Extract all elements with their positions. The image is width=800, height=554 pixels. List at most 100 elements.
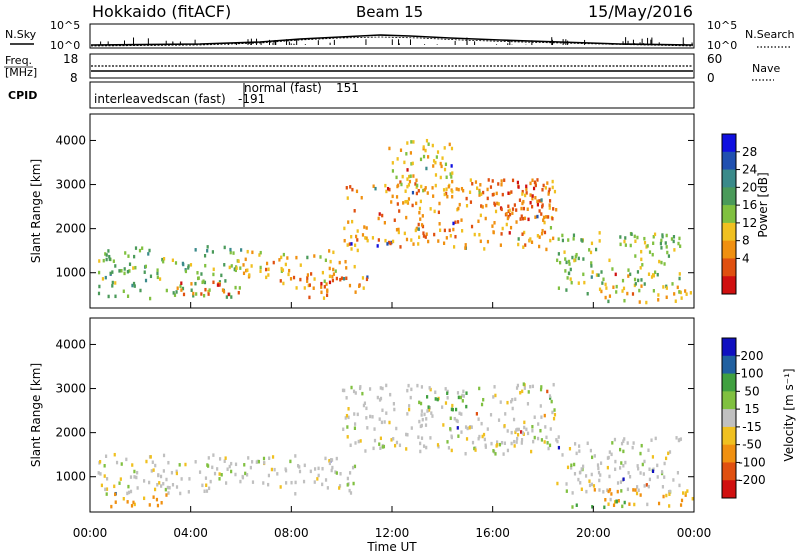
heatmap-cell [262, 481, 265, 485]
y-tick-label: 3000 [55, 178, 86, 192]
heatmap-cell [590, 482, 594, 487]
heatmap-cell [578, 470, 582, 475]
heatmap-cell [211, 465, 214, 470]
heatmap-cell [414, 182, 417, 186]
heatmap-cell [241, 475, 245, 480]
heatmap-cell [552, 236, 555, 241]
heatmap-cell [135, 475, 138, 480]
heatmap-cell [678, 276, 681, 281]
heatmap-cell [144, 264, 147, 269]
heatmap-cell [184, 269, 188, 274]
heatmap-cell [105, 487, 109, 491]
heatmap-cell [635, 491, 639, 496]
heatmap-cell [170, 470, 174, 475]
heatmap-cell [640, 249, 643, 254]
colorbar-segment [722, 276, 736, 295]
heatmap-cell [615, 284, 618, 289]
heatmap-cell [303, 286, 306, 290]
heatmap-cell [508, 231, 511, 235]
heatmap-cell [218, 280, 222, 284]
heatmap-cell [420, 184, 423, 189]
heatmap-cell [482, 432, 486, 437]
heatmap-cell [520, 438, 524, 442]
heatmap-cell [643, 484, 646, 488]
heatmap-cell [565, 288, 568, 292]
heatmap-cell [128, 262, 132, 266]
heatmap-cell [667, 451, 670, 456]
heatmap-cell [345, 413, 349, 418]
heatmap-cell [446, 396, 449, 400]
heatmap-cell [515, 440, 518, 444]
heatmap-cell [353, 426, 357, 430]
heatmap-cell [432, 164, 435, 168]
colorbar-segment [722, 444, 736, 463]
heatmap-cell [545, 215, 548, 219]
heatmap-cell [415, 191, 418, 196]
heatmap-cell [317, 466, 320, 471]
heatmap-cell [517, 242, 520, 247]
heatmap-cell [108, 254, 111, 259]
heatmap-cell [670, 237, 674, 241]
heatmap-cell [380, 420, 384, 425]
heatmap-cell [481, 434, 484, 439]
heatmap-cell [104, 252, 107, 256]
heatmap-cell [145, 459, 148, 464]
heatmap-cell [540, 438, 544, 442]
heatmap-cell [544, 186, 547, 190]
heatmap-cell [420, 436, 424, 440]
heatmap-cell [165, 288, 168, 293]
heatmap-cell [548, 199, 552, 203]
heatmap-cell [486, 239, 490, 244]
beam-label: Beam 15 [356, 3, 423, 21]
heatmap-cell [334, 269, 337, 273]
heatmap-cell [157, 473, 160, 478]
heatmap-cell [621, 289, 624, 293]
heatmap-cell [480, 402, 484, 407]
heatmap-cell [458, 202, 461, 207]
heatmap-cell [556, 258, 559, 263]
heatmap-cell [421, 214, 424, 218]
heatmap-cell [577, 477, 580, 482]
colorbar-tick-label: 28 [742, 145, 757, 159]
heatmap-cell [228, 464, 231, 469]
heatmap-cell [397, 183, 400, 188]
heatmap-cell [461, 393, 464, 398]
heatmap-cell [610, 492, 613, 496]
heatmap-cell [612, 285, 615, 289]
heatmap-cell [406, 388, 409, 393]
heatmap-cell [452, 227, 455, 232]
heatmap-cell [526, 431, 530, 436]
heatmap-cell [540, 212, 543, 216]
heatmap-cell [405, 447, 408, 451]
heatmap-cell [156, 268, 159, 272]
heatmap-cell [443, 167, 447, 172]
heatmap-cell [390, 438, 393, 442]
heatmap-cell [228, 265, 231, 270]
heatmap-cell [142, 479, 146, 483]
heatmap-cell [448, 228, 451, 233]
heatmap-cell [621, 278, 625, 283]
heatmap-cell [427, 239, 430, 244]
heatmap-cell [511, 406, 514, 411]
heatmap-cell [339, 472, 342, 476]
heatmap-cell [428, 405, 432, 410]
heatmap-cell [677, 241, 680, 246]
heatmap-cell [465, 404, 468, 409]
heatmap-cell [345, 186, 348, 190]
heatmap-cell [165, 477, 168, 482]
heatmap-cell [510, 430, 513, 435]
heatmap-cell [369, 414, 372, 419]
heatmap-cell [129, 475, 133, 479]
heatmap-cell [118, 481, 121, 485]
heatmap-cell [668, 492, 671, 496]
heatmap-cell [360, 195, 363, 200]
x-tick-label: 00:00 [677, 526, 712, 540]
heatmap-cell [568, 271, 571, 276]
heatmap-cell [376, 395, 379, 400]
colorbar-segment [722, 480, 736, 499]
heatmap-cell [251, 250, 254, 255]
heatmap-cell [478, 190, 481, 195]
heatmap-cell [187, 264, 190, 268]
colorbar-tick-label: 4 [742, 251, 750, 265]
